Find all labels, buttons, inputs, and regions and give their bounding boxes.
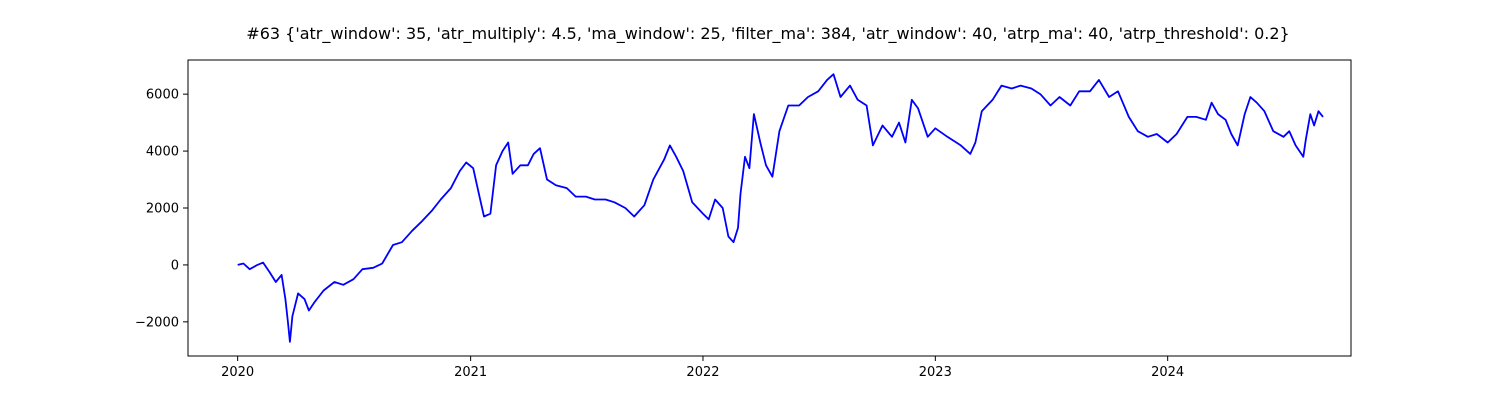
x-tick-label: 2024 — [1151, 365, 1184, 380]
x-tick-label: 2023 — [919, 365, 952, 380]
x-tick-label: 2020 — [221, 365, 254, 380]
series-line-0 — [237, 73, 1324, 343]
y-tick-label: 4000 — [146, 145, 179, 160]
y-tick-label: −2000 — [135, 315, 179, 330]
chart-title: #63 {'atr_window': 35, 'atr_multiply': 4… — [246, 24, 1289, 44]
axes-frame — [187, 59, 1352, 357]
y-tick-label: 6000 — [146, 88, 179, 103]
y-axis: −2000 0 2000 4000 6000 — [135, 88, 188, 330]
y-tick-label: 2000 — [146, 202, 179, 217]
x-axis: 2020 2021 2022 2023 2024 — [221, 356, 1184, 380]
plot-area — [237, 73, 1324, 343]
x-tick-label: 2022 — [686, 365, 719, 380]
x-tick-label: 2021 — [454, 365, 487, 380]
y-tick-label: 0 — [171, 258, 179, 273]
